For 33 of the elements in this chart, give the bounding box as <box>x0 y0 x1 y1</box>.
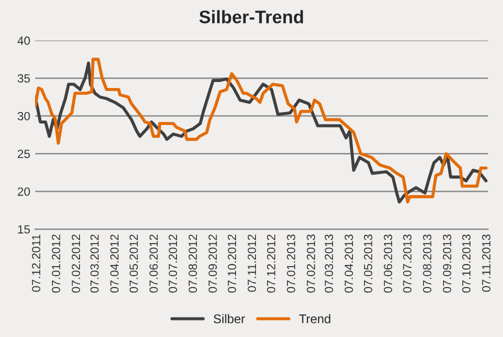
x-tick-label: 07.02.2013 <box>306 234 316 293</box>
x-tick-label: 07.04.2013 <box>344 234 354 293</box>
x-tick-label: 07.06.2013 <box>384 234 392 293</box>
x-tick-label: 07.07.2012 <box>168 234 178 293</box>
x-tick-label: 07.12.2012 <box>266 234 276 293</box>
x-tick-label: 07.03.2012 <box>90 234 99 293</box>
x-tick-label: 07.03.2013 <box>324 234 334 293</box>
x-tick-label: 07.10.2012 <box>228 234 236 293</box>
x-tick-label: 07.07.2013 <box>403 234 412 293</box>
x-tick-label: 07.11.2012 <box>248 234 256 292</box>
x-tick-label: 07.09.2013 <box>442 234 452 293</box>
y-tick-label: 30 <box>18 112 30 120</box>
x-tick-label: 07.11.2013 <box>482 234 490 292</box>
legend-label: Silber <box>214 314 245 324</box>
x-tick-label: 07.10.2013 <box>462 234 471 293</box>
y-tick-label: 25 <box>18 150 30 158</box>
x-tick-label: 07.05.2013 <box>364 234 372 293</box>
y-tick-label: 15 <box>18 225 30 234</box>
x-tick-label: 07.01.2013 <box>286 234 296 293</box>
x-tick-label: 07.01.2012 <box>52 234 60 293</box>
legend-label: Trend <box>299 314 330 324</box>
x-tick-label: 07.08.2012 <box>188 234 197 293</box>
x-tick-label: 07.05.2012 <box>130 234 138 293</box>
x-tick-label: 07.02.2012 <box>72 234 80 293</box>
y-tick-label: 40 <box>17 36 30 45</box>
x-tick-label: 07.04.2012 <box>110 234 119 293</box>
x-tick-label: 07.06.2012 <box>149 234 158 293</box>
y-tick-label: 20 <box>18 187 30 196</box>
x-tick-label: 07.08.2013 <box>423 234 432 293</box>
y-tick-label: 35 <box>18 74 30 83</box>
chart-title: Silber-Trend <box>199 10 303 24</box>
x-tick-label: 07.09.2012 <box>208 234 217 293</box>
x-tick-label: 07.12.2011 <box>32 234 40 292</box>
